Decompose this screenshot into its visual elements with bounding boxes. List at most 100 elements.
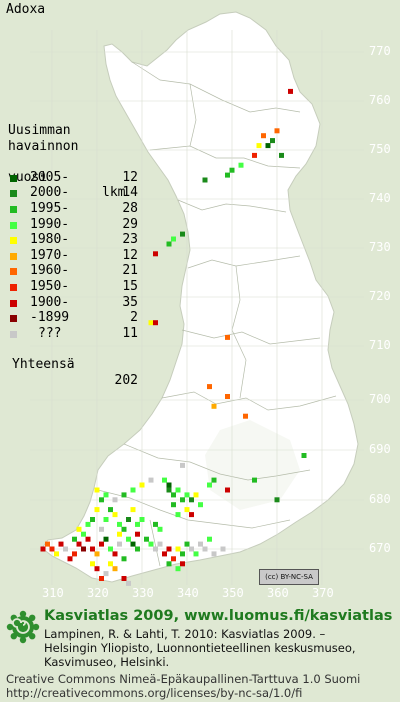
x-label: 310 <box>42 586 64 600</box>
observation-square <box>130 541 136 547</box>
observation-square <box>144 536 149 542</box>
observation-square <box>207 384 212 390</box>
grid-lines <box>30 30 364 585</box>
legend: Uusimman havainnon vuosi lkm 2005- 12 200… <box>8 123 138 388</box>
license-url[interactable]: http://creativecommons.org/licenses/by-n… <box>6 686 303 700</box>
observation-layer <box>40 88 307 586</box>
observation-square <box>54 551 59 557</box>
legend-swatch <box>10 283 17 291</box>
observation-square <box>121 526 127 532</box>
observation-square <box>252 152 257 158</box>
x-label: 370 <box>312 586 334 600</box>
citation-line: Helsingin Yliopisto, Luonnontieteellinen… <box>44 641 356 655</box>
observation-square <box>112 551 118 557</box>
observation-square <box>193 551 199 557</box>
observation-square <box>103 571 109 577</box>
observation-square <box>99 497 104 503</box>
legend-label: 2000- <box>30 185 70 201</box>
observation-square <box>90 517 95 522</box>
observation-square <box>117 521 122 527</box>
legend-count: 2 <box>130 310 138 326</box>
species-name: Adoxa <box>6 2 46 17</box>
observation-square <box>58 541 64 547</box>
y-label: 710 <box>369 338 391 352</box>
legend-row: 1980- 23 <box>8 232 138 248</box>
observation-square <box>171 236 176 242</box>
observation-square <box>189 546 194 552</box>
legend-total-row: Yhteensä 202 <box>8 341 138 388</box>
observation-square <box>180 231 185 237</box>
observation-square <box>256 143 262 149</box>
observation-square <box>40 546 46 552</box>
observation-square <box>108 561 113 567</box>
observation-square <box>180 462 185 468</box>
observation-square <box>130 487 136 493</box>
legend-count: 14 <box>122 185 138 201</box>
observation-square <box>184 541 190 547</box>
observation-square <box>225 172 230 178</box>
observation-square <box>265 143 271 149</box>
footer-license: Creative Commons Nimeä-Epäkaupallinen-Ta… <box>6 672 360 700</box>
legend-label: 1950- <box>30 278 70 294</box>
observation-square <box>130 507 136 513</box>
observation-square <box>99 541 104 547</box>
observation-square <box>175 566 181 572</box>
legend-count: 23 <box>122 232 138 248</box>
observation-square <box>148 320 154 326</box>
observation-square <box>225 487 230 493</box>
observation-square <box>238 162 244 168</box>
legend-label: 1900- <box>30 294 70 310</box>
observation-square <box>135 531 140 537</box>
observation-square <box>180 497 185 503</box>
observation-square <box>157 526 163 532</box>
observation-square <box>76 541 82 547</box>
observation-square <box>202 546 208 552</box>
observation-square <box>108 546 113 552</box>
legend-rows: 2005- 12 2000- 14 1995- 28 1990- 29 1980- 23 … <box>8 170 138 342</box>
observation-square <box>94 551 100 557</box>
observation-square <box>198 541 203 547</box>
legend-swatch <box>10 205 17 213</box>
legend-label: 1990- <box>30 216 70 232</box>
observation-square <box>207 482 212 488</box>
y-label: 770 <box>369 44 391 58</box>
y-label: 740 <box>369 191 391 205</box>
observation-square <box>126 580 131 586</box>
observation-square <box>162 551 167 557</box>
legend-label: 1980- <box>30 232 70 248</box>
observation-square <box>243 413 248 419</box>
observation-square <box>157 541 163 547</box>
legend-count: 21 <box>122 263 138 279</box>
observation-square <box>90 546 95 552</box>
legend-label: 1960- <box>30 263 70 279</box>
legend-heading-3: vuosi <box>8 169 48 185</box>
county-borders <box>97 61 337 567</box>
y-label: 700 <box>369 392 391 406</box>
legend-count: 29 <box>122 216 138 232</box>
observation-square <box>274 128 280 134</box>
observation-square <box>184 492 190 498</box>
observation-square <box>72 536 77 542</box>
footer-title[interactable]: Kasviatlas 2009, www.luomus.fi/kasviatla… <box>44 608 393 624</box>
observation-square <box>153 521 158 527</box>
observation-square <box>184 507 190 513</box>
legend-heading-2: havainnon <box>8 138 79 154</box>
observation-square <box>121 556 127 562</box>
legend-row: 1950- 15 <box>8 278 138 295</box>
legend-swatch <box>10 190 17 198</box>
observation-square <box>261 133 266 139</box>
legend-total-label: Yhteensä <box>12 356 75 372</box>
observation-square <box>211 477 217 483</box>
legend-swatch <box>10 299 17 307</box>
y-label: 690 <box>369 442 391 456</box>
observation-square <box>72 551 77 557</box>
observation-square <box>103 536 109 542</box>
license-line: Creative Commons Nimeä-Epäkaupallinen-Ta… <box>6 672 361 686</box>
observation-square <box>94 487 100 493</box>
observation-square <box>99 576 104 581</box>
observation-square <box>166 561 172 567</box>
legend-row: ??? 11 <box>8 326 138 342</box>
legend-count-heading: lkm <box>102 185 126 201</box>
legend-row: 1900- 35 <box>8 294 138 311</box>
cc-license-badge[interactable]: (cc) BY-NC-SA <box>259 569 319 585</box>
